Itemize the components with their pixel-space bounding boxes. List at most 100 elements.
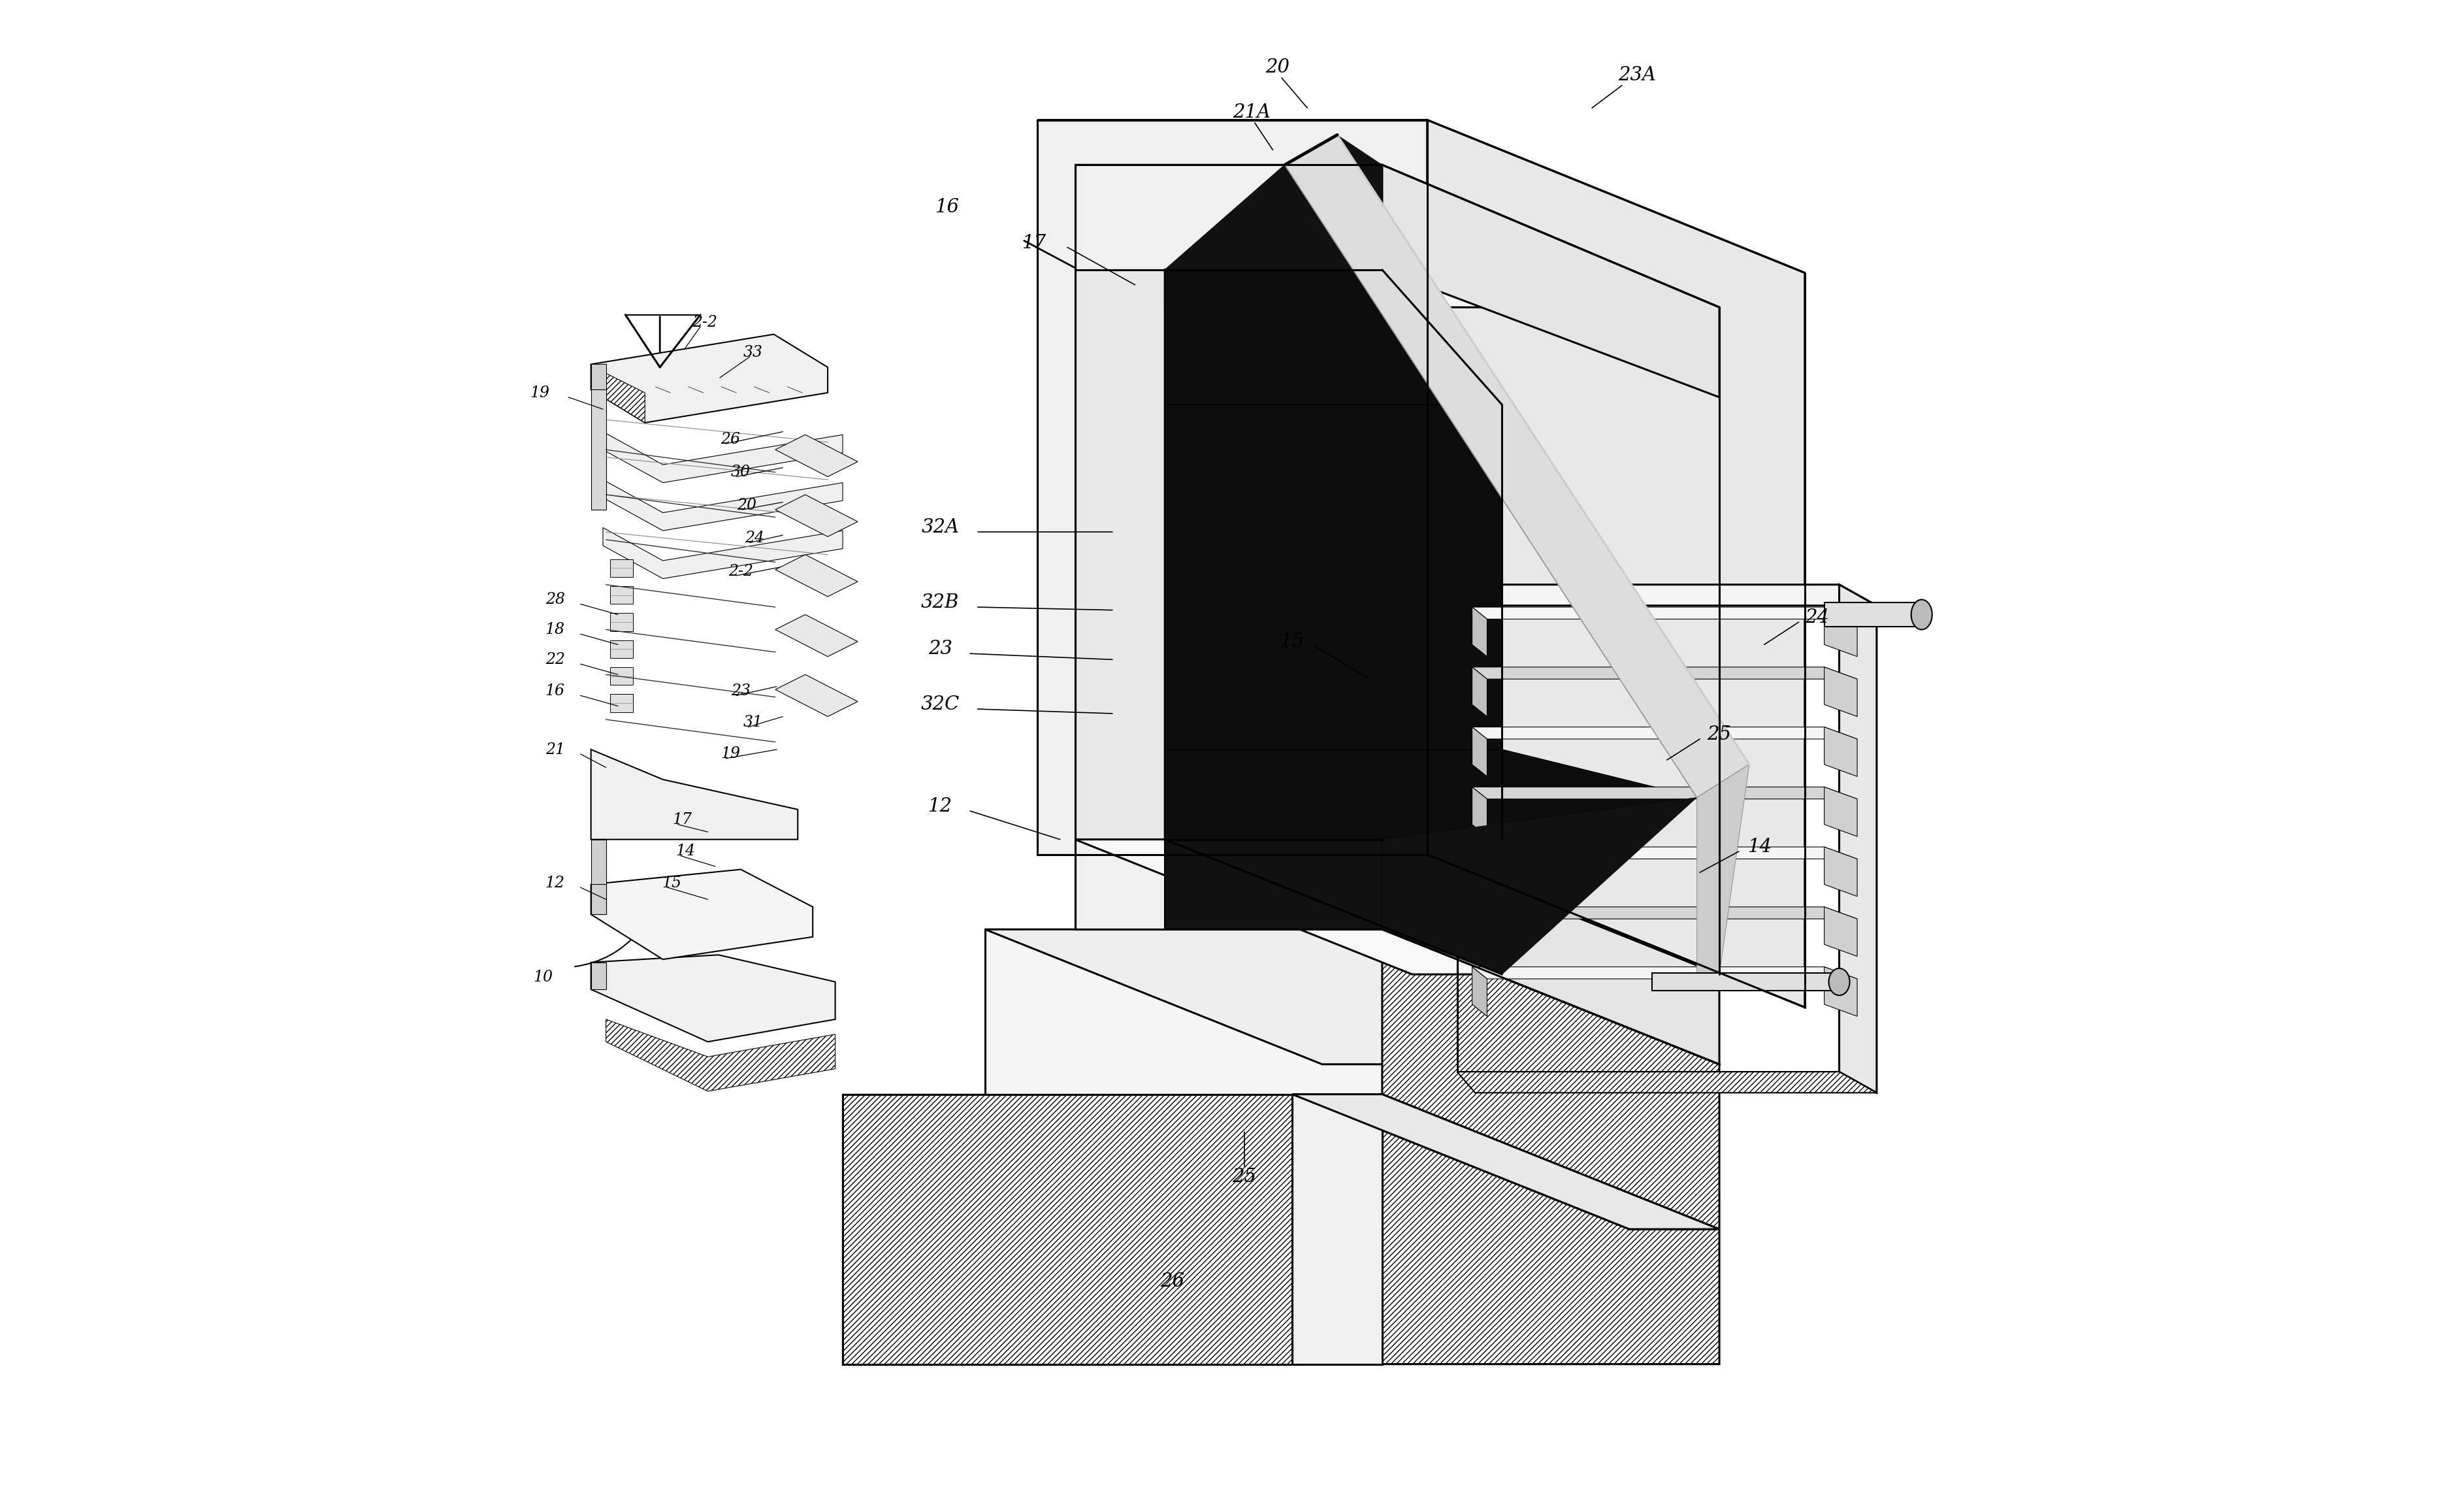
- Text: 23: 23: [929, 640, 951, 658]
- Polygon shape: [591, 366, 646, 423]
- Polygon shape: [1456, 1072, 1875, 1093]
- Polygon shape: [776, 495, 857, 537]
- Polygon shape: [1382, 797, 1695, 974]
- Polygon shape: [591, 839, 606, 914]
- Text: 14: 14: [1747, 838, 1772, 856]
- Polygon shape: [1651, 973, 1838, 991]
- Polygon shape: [1823, 607, 1858, 657]
- Text: 32A: 32A: [922, 519, 958, 537]
- Text: 15: 15: [1279, 633, 1303, 651]
- Polygon shape: [1471, 847, 1486, 896]
- Polygon shape: [1471, 607, 1858, 619]
- Polygon shape: [1291, 1094, 1720, 1229]
- Polygon shape: [611, 667, 633, 685]
- Polygon shape: [1074, 165, 1720, 307]
- Text: 32C: 32C: [922, 696, 958, 714]
- Text: 10: 10: [532, 970, 552, 985]
- Text: 18: 18: [545, 622, 564, 637]
- Polygon shape: [1838, 585, 1875, 1093]
- Polygon shape: [1471, 907, 1858, 919]
- Text: 14: 14: [675, 844, 695, 859]
- Text: 19: 19: [530, 385, 549, 400]
- Polygon shape: [1284, 135, 1749, 797]
- Polygon shape: [1291, 1094, 1382, 1364]
- Text: 20: 20: [737, 498, 756, 513]
- Polygon shape: [986, 929, 1382, 1229]
- Polygon shape: [1427, 120, 1804, 1007]
- Polygon shape: [591, 884, 606, 914]
- Polygon shape: [611, 586, 633, 604]
- Polygon shape: [1165, 270, 1501, 974]
- Text: 21A: 21A: [1232, 103, 1271, 121]
- Polygon shape: [1074, 165, 1382, 270]
- Text: 12: 12: [545, 875, 564, 890]
- Polygon shape: [591, 390, 606, 510]
- Polygon shape: [1165, 270, 1501, 974]
- Polygon shape: [1823, 967, 1858, 1016]
- Polygon shape: [591, 750, 798, 839]
- Polygon shape: [591, 334, 828, 423]
- Text: 2-2: 2-2: [729, 564, 754, 579]
- Text: 2-2: 2-2: [692, 315, 717, 330]
- Polygon shape: [843, 1094, 1291, 1364]
- Polygon shape: [843, 1094, 986, 1364]
- Text: 17: 17: [1023, 234, 1047, 252]
- Polygon shape: [1471, 727, 1486, 776]
- Polygon shape: [1037, 120, 1804, 273]
- Text: 20: 20: [1264, 58, 1289, 76]
- Text: 26: 26: [1161, 1273, 1185, 1291]
- Text: 17: 17: [673, 812, 692, 827]
- Polygon shape: [1074, 839, 1720, 974]
- Polygon shape: [1823, 667, 1858, 717]
- Polygon shape: [1382, 839, 1720, 1064]
- Polygon shape: [1291, 1199, 1720, 1364]
- Polygon shape: [776, 615, 857, 657]
- Polygon shape: [611, 559, 633, 577]
- Text: 24: 24: [1804, 609, 1828, 627]
- Polygon shape: [986, 929, 1720, 1064]
- Text: 19: 19: [719, 747, 739, 761]
- Polygon shape: [1165, 750, 1695, 839]
- Polygon shape: [986, 1229, 1291, 1364]
- Polygon shape: [1471, 667, 1486, 717]
- Text: 26: 26: [719, 432, 739, 447]
- Polygon shape: [611, 694, 633, 712]
- Text: 28: 28: [545, 592, 564, 607]
- Polygon shape: [1471, 967, 1486, 1016]
- Ellipse shape: [1828, 968, 1848, 995]
- Polygon shape: [1291, 1094, 1720, 1229]
- Polygon shape: [1471, 607, 1486, 657]
- Text: 23A: 23A: [1616, 66, 1656, 84]
- Polygon shape: [611, 640, 633, 658]
- Polygon shape: [591, 962, 606, 989]
- Polygon shape: [843, 1094, 1291, 1364]
- Polygon shape: [1165, 165, 1284, 270]
- Polygon shape: [591, 955, 835, 1042]
- Polygon shape: [1037, 120, 1427, 854]
- Text: 15: 15: [663, 875, 683, 890]
- Text: 22: 22: [545, 652, 564, 667]
- Text: 24: 24: [744, 531, 764, 546]
- Text: 33: 33: [742, 345, 761, 360]
- Text: 21: 21: [545, 742, 564, 757]
- Polygon shape: [1456, 585, 1875, 606]
- Polygon shape: [1471, 727, 1858, 739]
- Polygon shape: [606, 1019, 835, 1091]
- Polygon shape: [776, 435, 857, 477]
- Polygon shape: [1823, 787, 1858, 836]
- Text: 31: 31: [742, 715, 761, 730]
- Polygon shape: [1074, 270, 1165, 839]
- Polygon shape: [1823, 907, 1858, 956]
- Text: 30: 30: [732, 465, 752, 480]
- Polygon shape: [1165, 839, 1382, 929]
- Polygon shape: [591, 364, 606, 390]
- Polygon shape: [1471, 907, 1486, 956]
- Polygon shape: [1471, 847, 1858, 859]
- Polygon shape: [1695, 764, 1749, 974]
- Text: 32B: 32B: [922, 594, 958, 612]
- Ellipse shape: [1910, 600, 1932, 630]
- Polygon shape: [611, 613, 633, 631]
- Polygon shape: [1471, 967, 1858, 979]
- Text: 16: 16: [545, 684, 564, 699]
- Polygon shape: [604, 528, 843, 579]
